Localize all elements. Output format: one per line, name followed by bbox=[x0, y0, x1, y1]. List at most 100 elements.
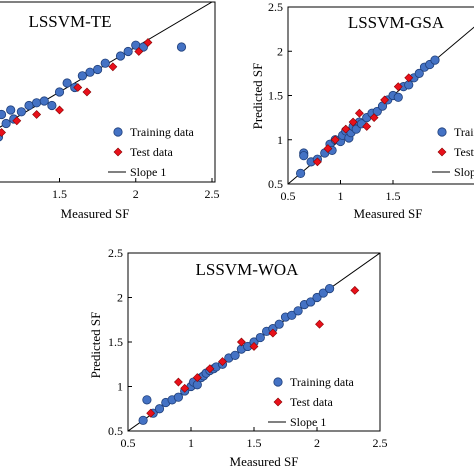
test-data-point bbox=[218, 357, 227, 367]
legend-training-label: Training data bbox=[130, 125, 195, 139]
y-tick-label: 1 bbox=[277, 133, 283, 147]
training-data-point bbox=[85, 67, 95, 77]
training-data-point bbox=[32, 98, 42, 108]
legend-test-label: Test data bbox=[454, 145, 474, 159]
test-data-point bbox=[146, 408, 156, 418]
y-tick-label: 0.5 bbox=[108, 424, 123, 438]
legend-test-label: Test data bbox=[130, 145, 173, 159]
test-data-point bbox=[249, 342, 259, 351]
training-data-point bbox=[6, 105, 16, 115]
test-data-point bbox=[312, 157, 322, 167]
test-data-point bbox=[330, 135, 340, 145]
test-data-point bbox=[341, 124, 351, 134]
x-tick-label: 1.5 bbox=[52, 187, 67, 201]
legend-test-marker bbox=[113, 147, 123, 157]
chart-title: LSSVM-WOA bbox=[196, 260, 300, 279]
training-data-point bbox=[115, 51, 126, 61]
test-data-point bbox=[315, 319, 324, 329]
test-data-point bbox=[362, 122, 372, 131]
legend-training-label: Training data bbox=[290, 375, 355, 389]
legend-test-marker bbox=[437, 147, 447, 157]
test-data-point bbox=[205, 364, 215, 374]
training-data-point bbox=[176, 42, 187, 52]
test-data-point bbox=[143, 38, 153, 47]
test-data-point bbox=[73, 83, 83, 92]
legend-training-marker bbox=[113, 127, 123, 137]
legend-test-marker bbox=[273, 397, 283, 407]
x-tick-label: 1 bbox=[338, 189, 344, 203]
test-data-point bbox=[268, 328, 278, 338]
test-data-point bbox=[180, 383, 190, 393]
training-data-point bbox=[430, 55, 440, 65]
y-axis-label: Predicted SF bbox=[250, 63, 265, 130]
training-data-point bbox=[414, 68, 424, 78]
legend-test-label: Test data bbox=[290, 395, 333, 409]
legend-training-marker bbox=[437, 127, 447, 137]
training-data-point bbox=[299, 151, 309, 161]
chart-panel-lssvm-woa: 0.5 1 1.5 2 2.5 0.5 1 1.5 2 2.5 LSSVM-WOA Measur… bbox=[88, 246, 388, 469]
test-data-point bbox=[173, 377, 183, 387]
training-data-point bbox=[16, 107, 26, 117]
chart-panel-lssvm-gsa: 0.5 1 1.5 0.5 1 1.5 2 2.5 LSSVM-GSA Measured S… bbox=[250, 0, 474, 221]
legend-training-marker bbox=[273, 377, 283, 387]
test-data-point bbox=[192, 373, 202, 383]
training-data-point bbox=[318, 288, 328, 298]
x-axis-label: Measured SF bbox=[354, 206, 423, 221]
test-data-point bbox=[393, 82, 403, 92]
x-tick-label: 2 bbox=[133, 187, 139, 201]
training-data-point bbox=[0, 109, 7, 120]
y-tick-label: 1 bbox=[117, 380, 123, 394]
test-data-point bbox=[134, 47, 144, 56]
training-data-point bbox=[62, 78, 72, 88]
test-data-point bbox=[354, 108, 364, 118]
y-tick-label: 1.5 bbox=[268, 89, 283, 103]
y-axis-label: Predicted SF bbox=[88, 312, 103, 379]
training-data-point bbox=[138, 415, 148, 425]
training-data-point bbox=[100, 58, 110, 68]
y-tick-label: 2 bbox=[117, 291, 123, 305]
training-data-point bbox=[312, 292, 322, 303]
training-data-point bbox=[93, 64, 103, 75]
legend-slope-label: Slope 1 bbox=[454, 165, 474, 179]
training-data-point bbox=[293, 306, 303, 316]
y-tick-label: 2.5 bbox=[268, 0, 283, 14]
x-axis-label: Measured SF bbox=[230, 454, 299, 469]
test-data-point bbox=[55, 105, 64, 115]
x-axis-label: Measured SF bbox=[61, 206, 130, 221]
x-tick-label: 0.5 bbox=[281, 189, 296, 203]
training-data-point bbox=[154, 404, 165, 414]
training-data-point bbox=[287, 310, 297, 320]
test-data-point bbox=[404, 73, 414, 83]
legend-training-label: Training data bbox=[454, 125, 474, 139]
legend-slope-label: Slope 1 bbox=[290, 415, 326, 429]
chart-title: LSSVM-TE bbox=[28, 12, 111, 31]
test-data-point bbox=[82, 87, 92, 97]
x-tick-label: 0.5 bbox=[121, 436, 136, 450]
training-data-point bbox=[39, 96, 49, 106]
test-data-point bbox=[369, 113, 379, 123]
chart-title: LSSVM-GSA bbox=[348, 13, 445, 32]
training-data-point bbox=[274, 319, 284, 329]
training-data-point bbox=[138, 42, 148, 52]
test-data-point bbox=[32, 110, 42, 119]
x-tick-label: 1 bbox=[188, 436, 194, 450]
test-data-point bbox=[108, 62, 118, 72]
training-data-point bbox=[230, 350, 240, 360]
test-data-point bbox=[350, 285, 360, 295]
y-tick-label: 2.5 bbox=[108, 246, 123, 260]
training-data-point bbox=[47, 100, 57, 111]
training-data-point bbox=[324, 283, 335, 294]
training-data-point bbox=[393, 92, 403, 102]
chart-panel-lssvm-te: 11.522.5 LSSVM-TE Measured SF Training d… bbox=[0, 1, 220, 221]
test-data-point bbox=[0, 128, 6, 137]
test-data-point bbox=[12, 116, 22, 126]
training-data-point bbox=[306, 297, 316, 307]
x-tick-label: 2.5 bbox=[373, 436, 388, 450]
x-tick-label: 2.5 bbox=[205, 187, 220, 201]
training-data-point bbox=[24, 100, 34, 111]
training-data-point bbox=[255, 332, 265, 343]
training-data-point bbox=[1, 118, 11, 129]
training-data-point bbox=[54, 87, 65, 97]
x-tick-label: 2 bbox=[314, 436, 320, 450]
